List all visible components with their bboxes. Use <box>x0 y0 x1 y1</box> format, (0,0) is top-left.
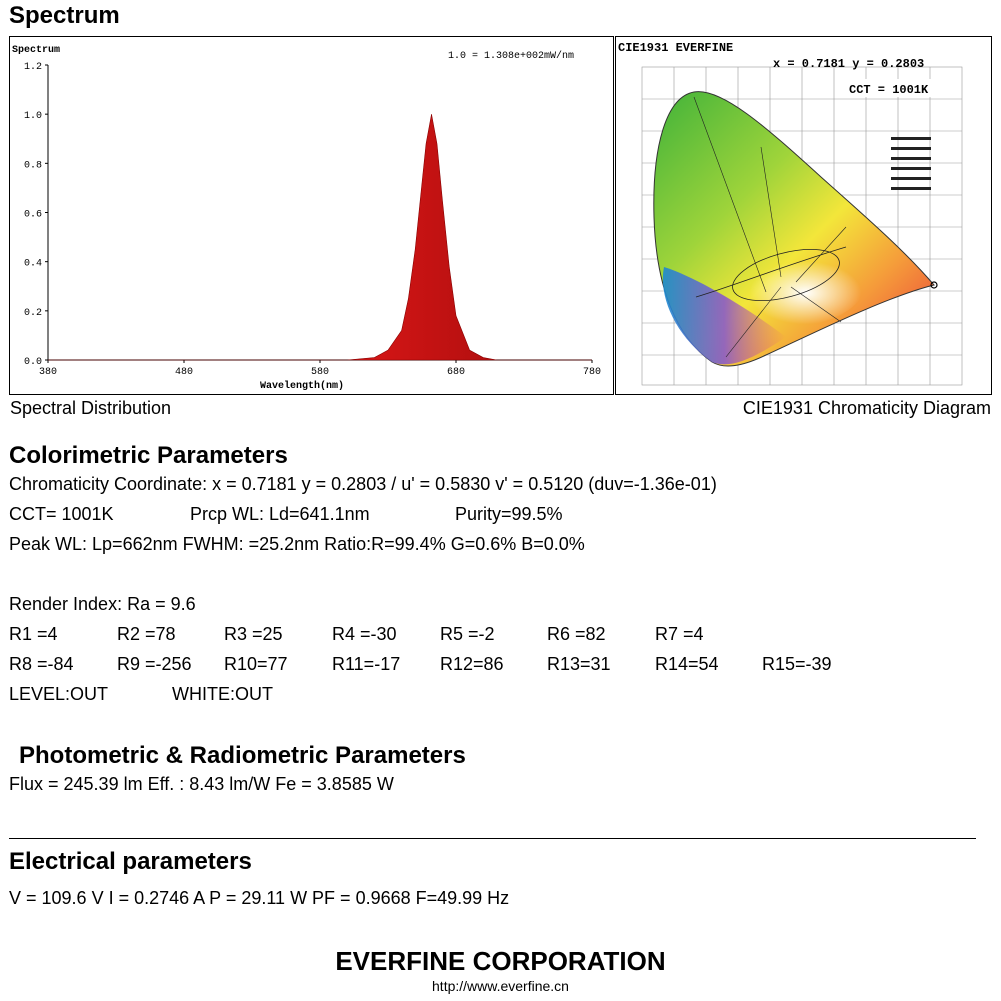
spectrum-y-tick-label: 0.2 <box>24 308 42 319</box>
spectrum-chart: Spectrum 1.0 = 1.308e+002mW/nm 0.0 0.2 0.4… <box>12 45 601 392</box>
cie-measurement-point <box>930 281 938 289</box>
r-index-cell: R12=86 <box>440 654 504 674</box>
spectrum-inner-title: Spectrum <box>12 45 60 56</box>
r-index-cell: R10=77 <box>224 654 288 674</box>
spectrum-y-tick-label: 0.8 <box>24 160 42 171</box>
colorimetric-title: Colorimetric Parameters <box>9 442 288 469</box>
r-index-cell: R13=31 <box>547 654 611 674</box>
spectrum-scale-note: 1.0 = 1.308e+002mW/nm <box>448 50 574 62</box>
electrical-line: V = 109.6 V I = 0.2746 A P = 29.11 W PF … <box>9 888 510 908</box>
spectrum-x-tick-label: 480 <box>175 367 193 378</box>
photometric-title: Photometric & Radiometric Parameters <box>19 742 466 769</box>
footer-url[interactable]: http://www.everfine.cn <box>432 978 569 994</box>
spectrum-series <box>48 114 592 361</box>
spectrum-y-tick-label: 0.4 <box>24 259 42 270</box>
section-divider <box>9 838 976 839</box>
render-index: Render Index: Ra = 9.6 <box>9 594 196 614</box>
photometric-line: Flux = 245.39 lm Eff. : 8.43 lm/W Fe = 3… <box>9 774 394 794</box>
spectrum-x-tick-label: 680 <box>447 367 465 378</box>
r-index-cell: R1 =4 <box>9 624 58 644</box>
cie-header: CIE1931 EVERFINE <box>618 41 733 55</box>
r-index-cell: R9 =-256 <box>117 654 192 674</box>
spectrum-y-tick-label: 1.0 <box>24 111 42 122</box>
peak-wl-line: Peak WL: Lp=662nm FWHM: =25.2nm Ratio:R=… <box>9 534 585 554</box>
r-index-cell: R6 =82 <box>547 624 606 644</box>
spectrum-chart-panel: Spectrum 1.0 = 1.308e+002mW/nm 0.0 0.2 0.4… <box>9 36 614 395</box>
spectrum-y-tick-label: 0.6 <box>24 210 42 221</box>
spectrum-y-tick-label: 1.2 <box>24 62 42 73</box>
r-index-cell: R3 =25 <box>224 624 283 644</box>
spectral-distribution-caption: Spectral Distribution <box>10 398 172 418</box>
r-index-cell: R5 =-2 <box>440 624 495 644</box>
cct-value: CCT= 1001K <box>9 504 114 524</box>
r-index-cell: R15=-39 <box>762 654 832 674</box>
cie-coords: x = 0.7181 y = 0.2803 <box>773 57 924 71</box>
footer-company: EVERFINE CORPORATION <box>335 946 666 976</box>
r-index-cell: R8 =-84 <box>9 654 74 674</box>
cie-diagram: CIE1931 EVERFINE x = 0.7181 y = 0.2803 C… <box>616 37 991 386</box>
r-index-cell: R7 =4 <box>655 624 704 644</box>
spectrum-xlabel: Wavelength(nm) <box>260 380 344 392</box>
electrical-title: Electrical parameters <box>9 848 252 875</box>
r-index-cell: R11=-17 <box>332 654 401 674</box>
prcp-wl-value: Prcp WL: Ld=641.1nm <box>190 504 370 524</box>
spectrum-x-tick-label: 580 <box>311 367 329 378</box>
cie-diagram-panel: CIE1931 EVERFINE x = 0.7181 y = 0.2803 C… <box>615 36 992 395</box>
cie-legend-marks <box>891 137 931 190</box>
spectrum-title: Spectrum <box>9 2 120 29</box>
white-status: WHITE:OUT <box>172 684 273 704</box>
level-status: LEVEL:OUT <box>9 684 109 704</box>
r-index-cell: R2 =78 <box>117 624 176 644</box>
spectrum-x-tick-label: 380 <box>39 367 57 378</box>
cie-white-region <box>706 237 866 327</box>
cie-blue-region <box>662 267 786 365</box>
spectrum-y-tick-label: 0.0 <box>24 357 42 368</box>
r-index-cell: R4 =-30 <box>332 624 397 644</box>
purity-value: Purity=99.5% <box>455 504 563 524</box>
spectrum-x-tick-label: 780 <box>583 367 601 378</box>
spectrum-peak-area <box>48 114 592 361</box>
spectrum-axes: 0.0 0.2 0.4 0.6 0.8 1.0 1.2 380 480 580 680 780 <box>24 62 601 378</box>
cie-cct: CCT = 1001K <box>849 83 929 97</box>
cie-caption: CIE1931 Chromaticity Diagram <box>742 398 991 418</box>
r-index-cell: R14=54 <box>655 654 719 674</box>
chromaticity-line: Chromaticity Coordinate: x = 0.7181 y = … <box>9 474 717 494</box>
